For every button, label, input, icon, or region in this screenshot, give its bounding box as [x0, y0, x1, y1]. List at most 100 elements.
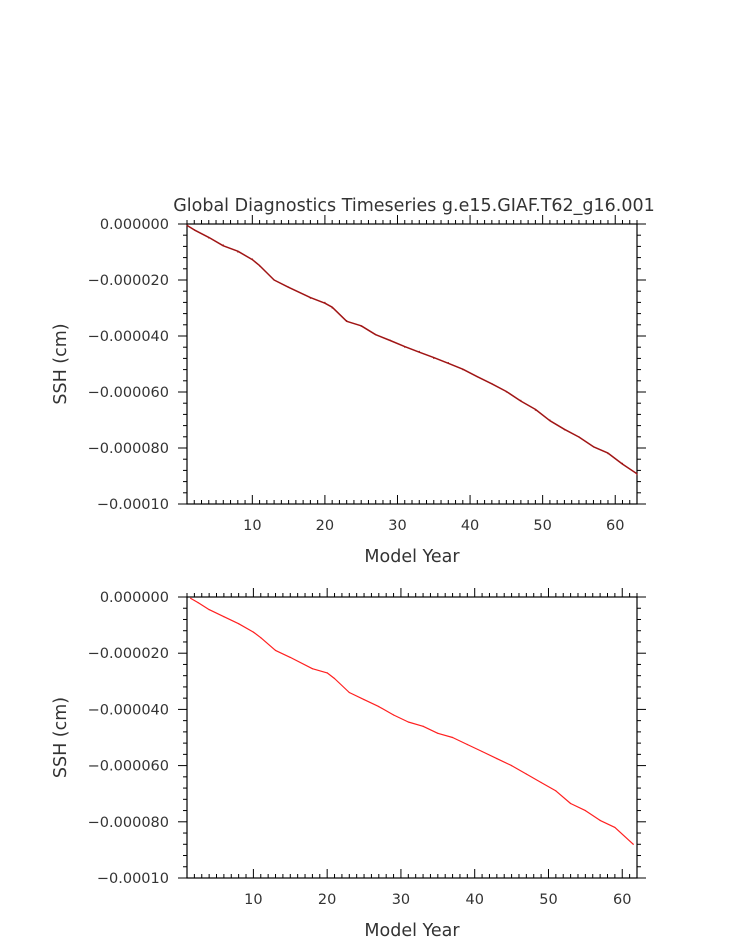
- data-point: [258, 265, 261, 267]
- data-point: [190, 597, 192, 600]
- data-point: [324, 301, 326, 303]
- data-point: [505, 391, 507, 393]
- data-point: [422, 725, 424, 727]
- data-point: [607, 453, 609, 455]
- data-point: [360, 325, 362, 327]
- data-point: [252, 631, 254, 633]
- data-point: [197, 602, 199, 604]
- data-point: [346, 320, 348, 322]
- data-point: [592, 446, 595, 448]
- x-axis-label: Model Year: [364, 921, 460, 941]
- data-point: [404, 346, 406, 348]
- data-point: [614, 826, 616, 829]
- data-point: [208, 609, 210, 611]
- x-tick-label: 20: [318, 892, 336, 908]
- data-point: [578, 436, 580, 438]
- data-point: [186, 224, 188, 226]
- plot-top: 10 20 30 40 50 60 0.000000 −0.000020 −0.000040 −0…: [51, 215, 646, 567]
- data-point: [251, 258, 253, 260]
- data-point: [491, 383, 493, 385]
- data-point: [237, 251, 239, 253]
- data-point: [348, 691, 350, 694]
- y-tick-label: −0.000060: [88, 759, 169, 775]
- data-point: [311, 668, 314, 670]
- data-point: [222, 244, 224, 246]
- y-tick-label: −0.000080: [88, 815, 169, 831]
- data-point: [462, 369, 464, 371]
- data-point: [447, 362, 449, 364]
- x-tick-label: 60: [606, 518, 624, 534]
- data-point: [632, 843, 634, 845]
- plot-bottom: 10 20 30 40 50 60 0.000000 −0.000020 −0.000040 −0…: [51, 588, 646, 941]
- data-point: [193, 229, 195, 231]
- data-point: [599, 819, 601, 821]
- series-line: [186, 224, 638, 475]
- data-point: [476, 376, 478, 378]
- x-tick-label: 20: [316, 518, 334, 534]
- x-tick-label: 50: [533, 518, 551, 534]
- data-point: [273, 279, 275, 281]
- data-point: [375, 334, 377, 336]
- x-tick-label: 40: [461, 518, 479, 534]
- x-tick-label: 30: [392, 892, 410, 908]
- data-point: [584, 809, 586, 812]
- series-line: [190, 597, 634, 845]
- y-axis-label: SSH (cm): [51, 323, 71, 404]
- data-point: [238, 623, 240, 625]
- x-axis-label: Model Year: [364, 547, 460, 567]
- y-tick-label: 0.000000: [100, 590, 169, 606]
- data-point: [289, 656, 291, 659]
- x-tick-label: 50: [539, 892, 557, 908]
- data-point: [481, 750, 483, 753]
- data-point: [208, 237, 210, 239]
- data-point: [534, 409, 536, 411]
- data-point: [510, 765, 513, 767]
- data-point: [326, 672, 328, 674]
- y-tick-label: −0.000060: [88, 385, 169, 401]
- data-point: [451, 736, 454, 739]
- data-point: [223, 616, 225, 618]
- data-point: [274, 649, 277, 651]
- plot-frame: [186, 223, 638, 505]
- data-point: [520, 399, 522, 401]
- data-point: [496, 757, 498, 760]
- y-tick-label: 0.000000: [100, 217, 169, 233]
- data-point: [525, 773, 527, 775]
- data-point: [331, 307, 333, 309]
- data-point: [563, 429, 566, 431]
- y-tick-label: −0.000040: [88, 329, 169, 345]
- y-tick-label: −0.000020: [88, 273, 169, 289]
- x-tick-label: 10: [243, 518, 261, 534]
- data-point: [389, 339, 391, 341]
- chart-title: Global Diagnostics Timeseries g.e15.GIAF…: [173, 196, 655, 216]
- data-point: [363, 698, 365, 701]
- y-tick-label: −0.00010: [97, 871, 169, 887]
- data-point: [549, 419, 551, 421]
- x-tick-label: 30: [388, 518, 406, 534]
- plot-frame: [186, 596, 638, 879]
- data-point: [437, 732, 439, 734]
- data-point: [309, 297, 311, 299]
- data-point: [288, 286, 290, 288]
- data-point: [621, 462, 624, 464]
- data-point: [466, 743, 468, 746]
- data-point: [378, 705, 380, 708]
- data-point: [333, 677, 336, 680]
- x-tick-label: 40: [465, 892, 483, 908]
- y-tick-label: −0.00010: [97, 497, 169, 513]
- y-tick-label: −0.000020: [88, 646, 169, 662]
- data-point: [260, 637, 262, 639]
- data-point: [555, 790, 557, 792]
- y-tick-label: −0.000040: [88, 702, 169, 718]
- data-point: [392, 714, 395, 716]
- data-point: [636, 474, 638, 476]
- x-tick-label: 10: [244, 892, 262, 908]
- y-axis-label: SSH (cm): [51, 697, 71, 778]
- y-tick-label: −0.000080: [88, 441, 169, 457]
- x-tick-label: 60: [613, 892, 631, 908]
- data-point: [433, 357, 435, 359]
- data-point: [418, 350, 420, 352]
- data-point: [407, 721, 409, 723]
- data-point: [570, 802, 572, 805]
